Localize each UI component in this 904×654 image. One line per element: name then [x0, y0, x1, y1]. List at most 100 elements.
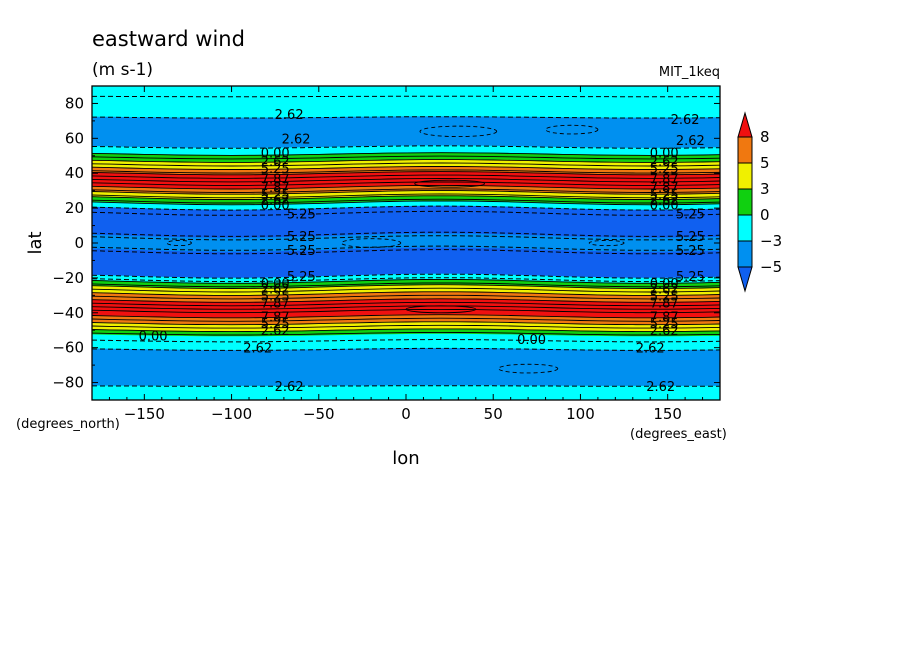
colorbar-max-arrow — [737, 111, 753, 138]
colorbar-segment-2 — [737, 162, 753, 190]
colorbar-segment-4 — [737, 214, 753, 242]
contour-solid-14 — [92, 195, 720, 200]
contour-solid-19 — [92, 284, 720, 289]
contour-label-41: 2.62 — [650, 324, 679, 339]
contour-label-10: 7.87 — [261, 172, 290, 187]
contour-label-28: 0.00 — [261, 277, 290, 292]
contour-dashed-10 — [92, 277, 720, 283]
contour-label-35: 7.87 — [650, 296, 679, 311]
x-axis: −150 −100 −50 0 50 100 150 — [108, 86, 704, 423]
colorbar-segment-3 — [737, 188, 753, 216]
band-25 — [92, 385, 720, 400]
contour-label-32: 5.25 — [261, 289, 290, 304]
contour-label-23: 5.25 — [676, 230, 705, 245]
x-tick-label: 0 — [401, 405, 411, 423]
y-tick-label: −60 — [52, 339, 84, 357]
contour-dashed-7 — [92, 245, 720, 251]
contour-dashed-11 — [92, 338, 720, 343]
x-axis-label: lon — [392, 448, 419, 469]
y-tick-label: −20 — [52, 269, 84, 287]
contour-solid-12 — [92, 190, 720, 195]
contour-solid-28 — [92, 317, 720, 322]
contour-label-13: 7.87 — [650, 181, 679, 196]
contour-label-3: 2.62 — [676, 134, 705, 149]
band-24 — [92, 348, 720, 387]
contour-label-26: 5.25 — [287, 270, 316, 285]
contour-dashed-12 — [92, 347, 720, 351]
contour-dashed-3 — [92, 205, 720, 211]
contour-solid-13 — [92, 193, 720, 199]
y-tick-label: −80 — [52, 374, 84, 392]
contour-solid-20 — [92, 287, 720, 293]
contour-label-34: 7.87 — [261, 296, 290, 311]
contour-label-40: 2.62 — [261, 324, 290, 339]
contour-label-37: 7.87 — [650, 310, 679, 325]
contour-dashed-5 — [92, 231, 720, 237]
contour-solid-9 — [92, 181, 720, 186]
contour-solid-21 — [92, 291, 720, 296]
x-tick-label: −50 — [303, 405, 335, 423]
colorbar-segment-1 — [737, 136, 753, 164]
contour-dashed-0 — [92, 95, 720, 98]
contour-solid-27 — [92, 314, 720, 319]
contour-label-14: 5.25 — [261, 188, 290, 203]
contour-solid-7 — [92, 174, 720, 179]
contour-label-15: 5.25 — [650, 188, 679, 203]
contour-solid-25 — [92, 305, 720, 310]
y-tick-label: 40 — [65, 164, 84, 182]
y-tick-label: 0 — [74, 234, 84, 252]
contour-label-4: 0.00 — [261, 146, 290, 161]
contour-label-39: 5.25 — [650, 317, 679, 332]
contour-label-43: 0.00 — [517, 333, 546, 348]
closed-contour-0 — [419, 125, 498, 138]
contour-solid-8 — [92, 178, 720, 183]
y-tick-label: 80 — [65, 94, 84, 112]
contour-dashed-13 — [92, 385, 720, 387]
x-axis-units: (degrees_east) — [630, 427, 727, 442]
colorbar-segment-5 — [737, 240, 753, 268]
contour-dashed-1 — [92, 116, 720, 119]
contour-solid-24 — [92, 301, 720, 307]
contour-lines — [92, 95, 720, 387]
contour-label-21: 5.25 — [676, 207, 705, 222]
y-tick-label: 60 — [65, 129, 84, 147]
contour-label-33: 5.25 — [650, 289, 679, 304]
contour-solid-31 — [92, 328, 720, 333]
y-axis-label: lat — [25, 231, 46, 254]
contour-solid-29 — [92, 321, 720, 326]
contour-solid-10 — [92, 184, 720, 190]
contour-label-22: 5.25 — [287, 230, 316, 245]
colorbar-min-arrow — [737, 266, 753, 293]
chart-title: eastward wind — [92, 27, 245, 51]
x-tick-label: 100 — [566, 405, 595, 423]
contour-label-42: 0.00 — [139, 329, 168, 344]
contour-label-17: 2.62 — [650, 193, 679, 208]
band-2 — [92, 116, 720, 149]
contour-label-24: 5.25 — [287, 244, 316, 259]
closed-contour-7 — [498, 363, 559, 374]
contour-label-18: 0.00 — [261, 199, 290, 214]
contour-label-6: 2.62 — [261, 155, 290, 170]
contour-dashed-4 — [92, 210, 720, 216]
contour-label-12: 7.87 — [261, 181, 290, 196]
closed-contour-4 — [341, 238, 402, 248]
contour-label-31: 2.62 — [650, 282, 679, 297]
contour-label-45: 2.62 — [636, 342, 665, 357]
band-1 — [92, 97, 720, 119]
contour-label-47: 2.62 — [646, 380, 675, 395]
colorbar-label: −3 — [760, 232, 782, 250]
y-tick-label: −40 — [52, 304, 84, 322]
contour-solid-5 — [92, 169, 720, 174]
contour-solid-30 — [92, 324, 720, 329]
contour-label-19: 0.00 — [650, 199, 679, 214]
dataset-label: MIT_1keq — [659, 65, 720, 80]
contour-label-1: 2.62 — [671, 113, 700, 128]
contour-solid-18 — [92, 282, 720, 288]
band-12 — [92, 205, 720, 239]
contour-label-25: 5.25 — [676, 244, 705, 259]
colorbar-label: 8 — [760, 128, 770, 146]
x-tick-label: −100 — [211, 405, 252, 423]
contour-label-11: 7.87 — [650, 172, 679, 187]
colorbar-label: 0 — [760, 206, 770, 224]
